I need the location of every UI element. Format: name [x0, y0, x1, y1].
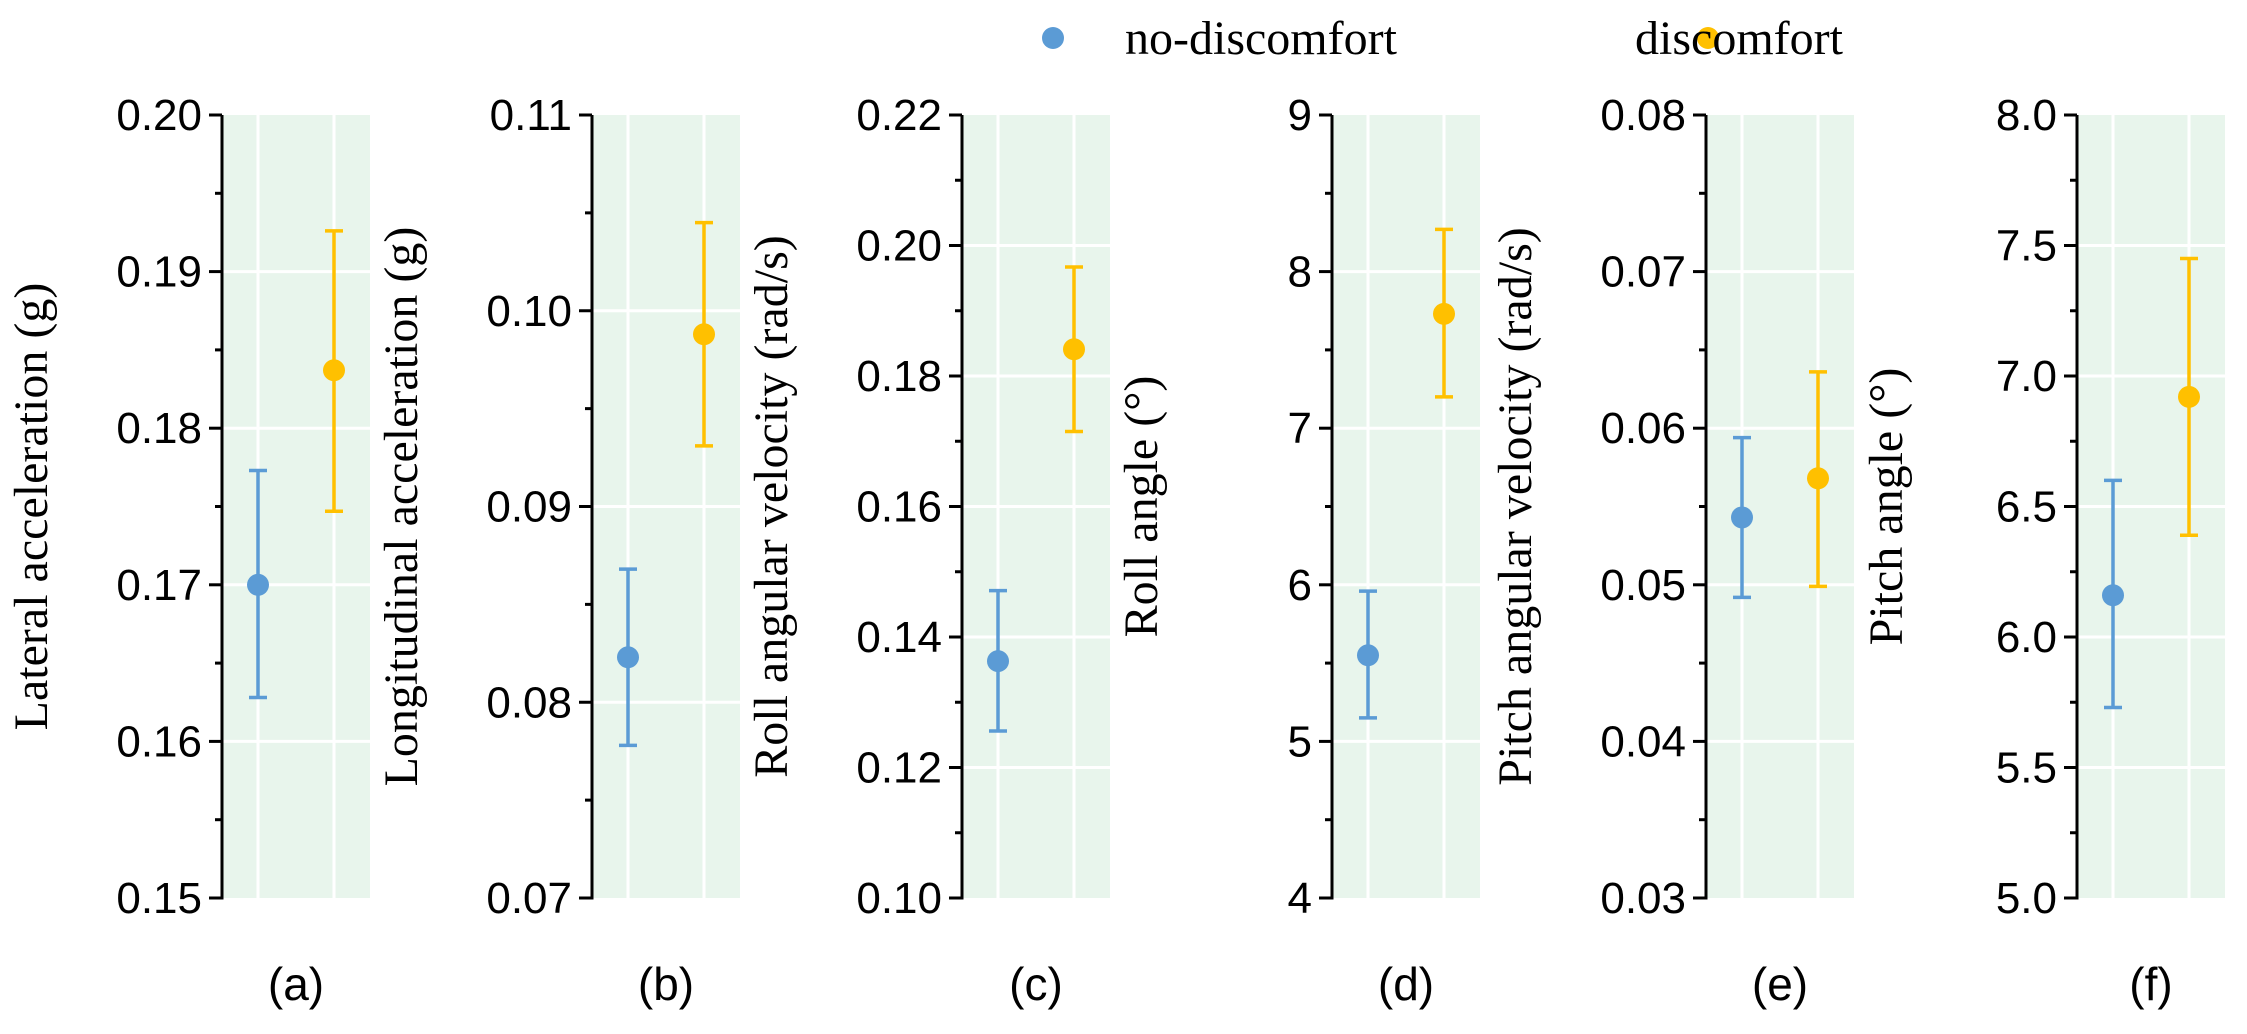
- y-tick-label: 4: [1288, 874, 1312, 923]
- mean-point-discomfort: [1807, 467, 1829, 490]
- y-tick-label: 0.22: [856, 91, 942, 140]
- panel-f: 5.0 5.5 6.0 6.5 7.0 7.5 8.0 Pitch angle (°) (f): [1860, 91, 2225, 1010]
- legend-marker-discomfort: [1697, 27, 1719, 49]
- y-tick-label: 0.10: [486, 287, 572, 336]
- mean-point-discomfort: [1063, 338, 1085, 361]
- panel-label: (d): [1378, 958, 1434, 1010]
- panel-b: 0.07 0.08 0.09 0.10 0.11 Longitudinal acceler…: [375, 91, 740, 1010]
- plot-background: [1332, 115, 1480, 898]
- y-axis-label: Roll angular velocity (rad/s): [745, 235, 798, 778]
- y-tick-label: 7.0: [1996, 352, 2057, 401]
- y-tick-label: 0.06: [1600, 404, 1686, 453]
- y-tick-label: 0.18: [856, 352, 942, 401]
- panel-label: (b): [638, 958, 694, 1010]
- mean-point-no-discomfort: [1731, 506, 1753, 529]
- y-tick-label: 0.07: [486, 874, 572, 923]
- y-axis-label: Lateral acceleration (g): [5, 283, 58, 731]
- y-axis-label: Pitch angular velocity (rad/s): [1489, 227, 1542, 786]
- mean-point-no-discomfort: [987, 650, 1009, 673]
- y-tick-label: 7.5: [1996, 222, 2057, 271]
- y-tick-label: 0.08: [1600, 91, 1686, 140]
- y-tick-label: 9: [1288, 91, 1312, 140]
- mean-point-no-discomfort: [1357, 644, 1379, 667]
- mean-point-discomfort: [1433, 302, 1455, 325]
- legend-label-no-discomfort: no-discomfort: [1125, 12, 1398, 65]
- y-tick-label: 5.5: [1996, 744, 2057, 793]
- mean-point-discomfort: [2178, 385, 2200, 408]
- panel-a: 0.15 0.16 0.17 0.18 0.19 0.20 Lateral accelera…: [5, 91, 370, 1010]
- mean-point-discomfort: [693, 323, 715, 346]
- y-tick-label: 5: [1288, 717, 1312, 766]
- y-tick-label: 0.10: [856, 874, 942, 923]
- y-tick-label: 0.08: [486, 678, 572, 727]
- y-tick-label: 6.0: [1996, 613, 2057, 662]
- chart-panels: 0.15 0.16 0.17 0.18 0.19 0.20 Lateral accelera…: [5, 91, 2225, 1010]
- panel-d: 4 5 6 7 8 9 Roll angle (°) (d): [1115, 91, 1480, 1010]
- y-tick-label: 0.09: [486, 483, 572, 532]
- plot-background: [222, 115, 370, 898]
- y-tick-label: 0.16: [856, 483, 942, 532]
- y-tick-label: 0.19: [116, 248, 202, 297]
- y-tick-label: 6.5: [1996, 483, 2057, 532]
- y-axis-label: Roll angle (°): [1115, 376, 1168, 638]
- legend-marker-no-discomfort: [1042, 27, 1064, 49]
- mean-point-discomfort: [323, 359, 345, 382]
- panel-label: (f): [2129, 958, 2172, 1010]
- panel-label: (e): [1752, 958, 1808, 1010]
- panel-c: 0.10 0.12 0.14 0.16 0.18 0.20 0.22 Roll angular…: [745, 91, 1110, 1010]
- mean-point-no-discomfort: [2102, 584, 2124, 607]
- y-tick-label: 5.0: [1996, 874, 2057, 923]
- y-tick-label: 0.03: [1600, 874, 1686, 923]
- legend-label-discomfort: discomfort: [1635, 12, 1844, 65]
- mean-point-no-discomfort: [617, 646, 639, 669]
- y-tick-label: 0.20: [116, 91, 202, 140]
- y-tick-label: 0.17: [116, 561, 202, 610]
- legend: no-discomfort discomfort: [1042, 12, 1844, 65]
- panel-label: (c): [1009, 958, 1063, 1010]
- y-tick-label: 7: [1288, 404, 1312, 453]
- y-tick-label: 8.0: [1996, 91, 2057, 140]
- y-tick-label: 0.16: [116, 717, 202, 766]
- y-tick-label: 0.20: [856, 222, 942, 271]
- y-axis-label: Longitudinal acceleration (g): [375, 227, 428, 787]
- y-tick-label: 0.05: [1600, 561, 1686, 610]
- y-tick-label: 0.11: [490, 91, 572, 140]
- y-tick-label: 0.15: [116, 874, 202, 923]
- panel-label: (a): [268, 958, 324, 1010]
- mean-point-no-discomfort: [247, 573, 269, 596]
- y-tick-label: 0.18: [116, 404, 202, 453]
- panel-e: 0.03 0.04 0.05 0.06 0.07 0.08 Pitch angular ve…: [1489, 91, 1854, 1010]
- plot-background: [1706, 115, 1854, 898]
- y-tick-label: 0.12: [856, 744, 942, 793]
- y-tick-label: 0.07: [1600, 248, 1686, 297]
- y-tick-label: 6: [1288, 561, 1312, 610]
- y-axis-label: Pitch angle (°): [1860, 368, 1913, 646]
- y-tick-label: 8: [1288, 248, 1312, 297]
- y-tick-label: 0.04: [1600, 717, 1686, 766]
- y-tick-label: 0.14: [856, 613, 942, 662]
